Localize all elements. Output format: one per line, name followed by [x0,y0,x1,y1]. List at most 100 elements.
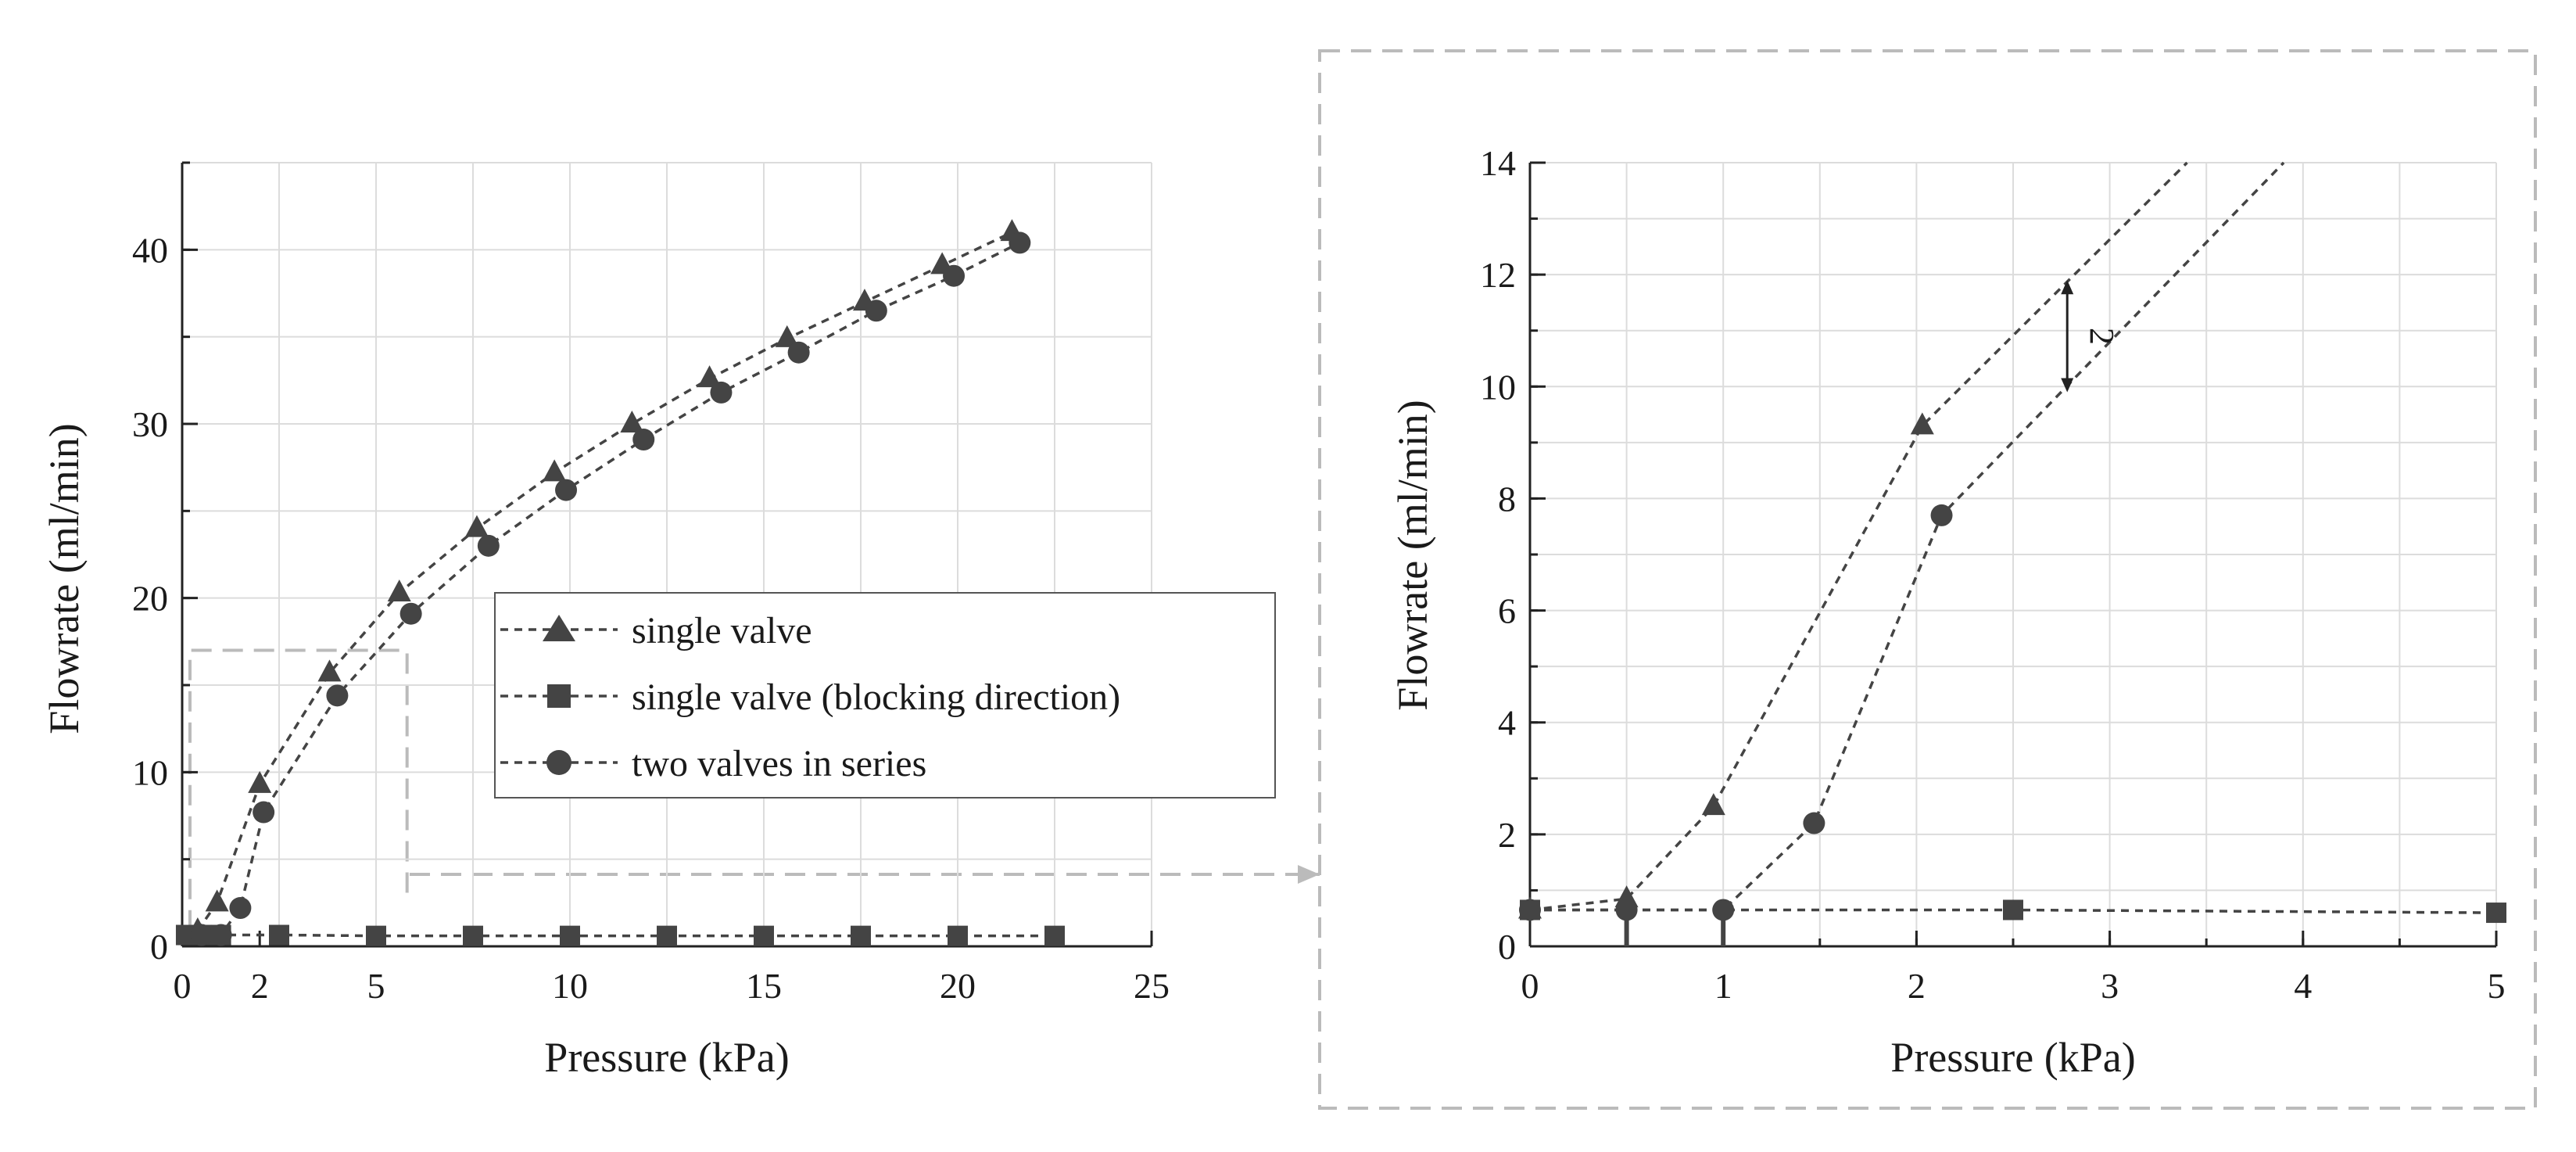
x-tick-label: 0 [1521,966,1539,1006]
y-tick-label: 14 [1480,143,1516,183]
legend-triangle-marker [543,615,575,641]
data-point-circle [1930,504,1953,526]
data-point-triangle [387,579,411,601]
x-tick-label: 25 [1134,966,1170,1006]
legend-label: two valves in series [632,743,926,784]
x-tick-label: 10 [552,966,588,1006]
x-tick-label: 0 [174,966,192,1006]
x-tick-label: 5 [367,966,385,1006]
data-point-circle [190,924,213,946]
data-point-triangle [464,515,489,537]
data-point-triangle [697,365,722,388]
data-point-circle [632,429,655,451]
zoom-annotation: 2 [2061,280,2121,393]
data-point-triangle [775,325,799,347]
data-point-circle [229,897,252,920]
legend-entry-single-valve: single valve [500,610,812,651]
x-tick-label: 2 [1908,966,1926,1006]
data-point-circle [787,341,810,364]
legend-label: single valve [632,610,812,651]
data-point-circle [326,684,349,707]
data-point-circle [555,479,578,501]
data-point-circle [210,924,232,946]
zoom-region-box [188,648,409,946]
data-point-square [269,924,289,946]
data-point-circle [710,381,733,404]
annotation-arrowhead-bottom [2061,378,2074,393]
legend-entry-blocking: single valve (blocking direction) [500,676,1120,718]
data-point-square [366,925,386,946]
data-point-triangle [317,659,342,682]
x-tick-label: 5 [2488,966,2506,1006]
data-point-square [2486,903,2506,924]
x-tick-label: 1 [1714,966,1732,1006]
y-tick-label: 10 [1480,367,1516,407]
inset-frame [1318,49,2537,1110]
zoom-series [1518,161,2506,946]
data-point-circle [1712,899,1735,921]
data-point-square [754,925,774,946]
main-series [175,219,1065,946]
data-point-circle [1615,899,1638,921]
data-point-circle [1519,899,1541,921]
data-point-square [560,925,580,946]
legend-box [494,592,1276,799]
legend: single valve single valve (blocking dire… [494,592,1276,799]
series-line-square [186,933,1055,938]
y-tick-label: 12 [1480,255,1516,295]
zoom-y-axis-title: Flowrate (ml/min) [1389,400,1436,710]
data-point-triangle [1701,793,1725,816]
y-tick-label: 2 [1498,815,1516,855]
data-point-square [2003,899,2023,921]
data-point-triangle [543,459,567,482]
data-point-triangle [620,411,644,432]
data-point-circle [399,602,422,625]
annotation-label: 2 [2083,328,2121,345]
main-x-axis-title: Pressure (kPa) [544,1034,789,1081]
data-point-square [851,925,871,946]
y-tick-label: 40 [132,230,168,270]
data-point-square [657,925,677,946]
data-point-circle [1009,231,1031,254]
x-tick-label: 2 [251,966,269,1006]
zoom-connector-arrowhead [1298,865,1320,884]
data-point-triangle [248,770,272,793]
data-point-circle [477,534,500,557]
data-point-square [948,925,968,946]
y-tick-label: 0 [150,927,168,967]
y-tick-label: 6 [1498,591,1516,631]
data-point-triangle [205,889,229,912]
annotation-arrowhead-top [2061,280,2074,295]
main-grid [182,162,1152,946]
zoom-box-outline [188,648,409,946]
y-tick-label: 8 [1498,479,1516,519]
legend-label: single valve (blocking direction) [632,676,1120,718]
data-point-circle [865,300,887,322]
data-point-square [1044,925,1065,946]
zoom-grid [1530,162,2497,946]
y-tick-label: 0 [1498,927,1516,967]
legend-square-marker [547,684,571,708]
series-line-circle [201,241,1021,937]
zoom-x-axis-title: Pressure (kPa) [1890,1034,2135,1081]
x-tick-label: 4 [2294,966,2312,1006]
data-point-circle [1803,812,1825,834]
data-point-triangle [1910,412,1934,435]
data-point-square [463,925,483,946]
data-point-circle [943,264,966,287]
legend-entry-two-valves: two valves in series [500,743,926,784]
x-tick-label: 15 [746,966,782,1006]
main-y-axis-title: Flowrate (ml/min) [41,423,88,734]
y-tick-label: 30 [132,404,168,444]
series-line-circle [1530,161,2285,912]
y-tick-label: 10 [132,752,168,792]
y-tick-label: 20 [132,579,168,619]
y-tick-label: 4 [1498,703,1516,743]
x-tick-label: 20 [940,966,976,1006]
x-tick-label: 3 [2101,966,2119,1006]
data-point-circle [253,801,275,824]
